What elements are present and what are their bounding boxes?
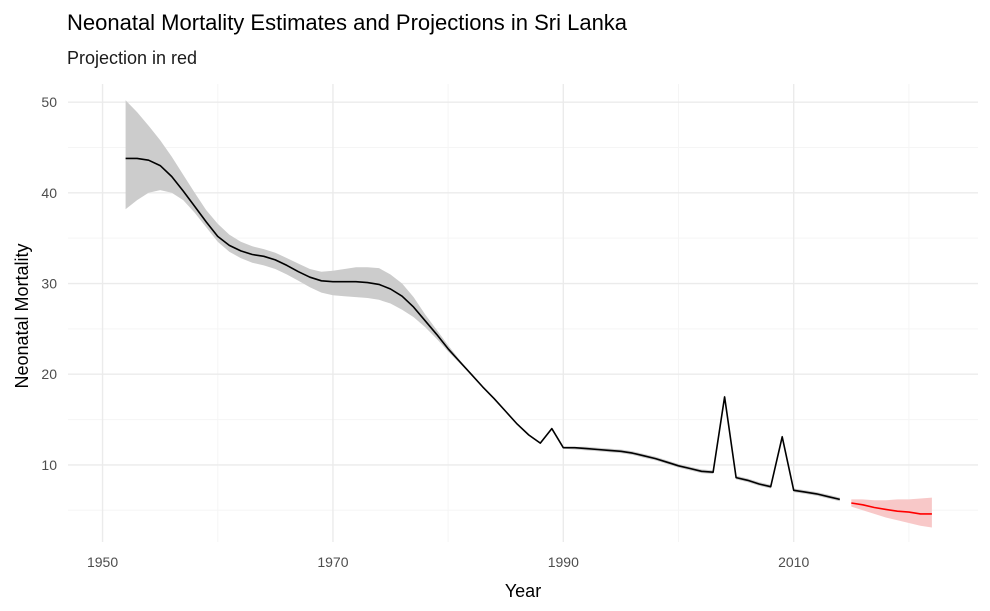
y-tick-label: 40 bbox=[41, 185, 57, 201]
grid bbox=[68, 84, 978, 542]
chart-title: Neonatal Mortality Estimates and Project… bbox=[67, 10, 628, 35]
y-tick-label: 30 bbox=[41, 276, 57, 292]
estimate-confidence-band bbox=[125, 100, 840, 502]
y-tick-label: 10 bbox=[41, 457, 57, 473]
y-tick-label: 20 bbox=[41, 366, 57, 382]
x-tick-label: 1950 bbox=[87, 554, 118, 570]
y-axis-title: Neonatal Mortality bbox=[12, 243, 32, 388]
projection-line bbox=[851, 502, 932, 515]
x-tick-label: 1970 bbox=[317, 554, 348, 570]
x-axis-title: Year bbox=[505, 581, 541, 601]
x-tick-label: 1990 bbox=[548, 554, 579, 570]
x-tick-label: 2010 bbox=[778, 554, 809, 570]
y-tick-label: 50 bbox=[41, 94, 57, 110]
series-lines bbox=[125, 157, 932, 515]
confidence-bands bbox=[125, 100, 932, 528]
projection-confidence-band bbox=[851, 497, 932, 528]
estimate-line bbox=[125, 157, 840, 501]
chart-subtitle: Projection in red bbox=[67, 48, 197, 68]
